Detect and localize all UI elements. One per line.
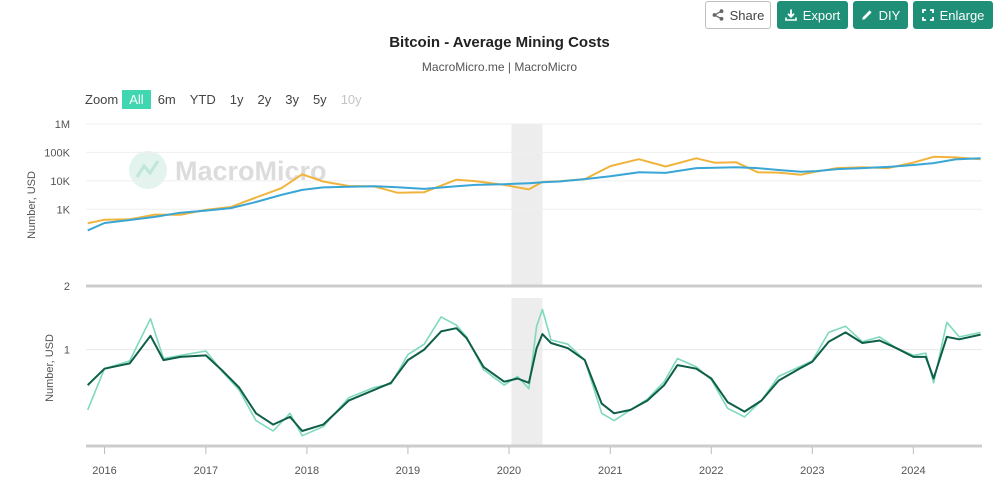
x-tick-label: 2020 <box>497 465 521 477</box>
enlarge-button[interactable]: Enlarge <box>913 1 993 29</box>
zoom-selector: Zoom All 6m YTD 1y 2y 3y 5y 10y <box>85 89 369 110</box>
zoom-option-2y[interactable]: 2y <box>257 92 272 107</box>
diy-label: DIY <box>878 7 901 23</box>
series-line-cost <box>87 157 981 232</box>
y-tick-label-top: 2 <box>64 281 70 293</box>
shaded-region-bottom <box>511 298 543 446</box>
watermark-text: MacroMicro <box>175 156 327 186</box>
y-tick-label-top: 100K <box>44 147 70 159</box>
y-tick-label-bottom: 1 <box>64 345 70 357</box>
download-icon <box>784 9 797 21</box>
export-button[interactable]: Export <box>777 1 848 29</box>
y-tick-label-top: 1M <box>55 119 70 131</box>
y-tick-label-top: 10K <box>50 176 70 188</box>
x-tick-label: 2018 <box>295 465 319 477</box>
watermark-logo: MacroMicro <box>129 151 327 189</box>
pencil-icon <box>861 10 872 20</box>
series-line-ratio-raw <box>86 308 981 437</box>
zoom-label: Zoom <box>85 92 119 107</box>
zoom-option-3y[interactable]: 3y <box>285 92 299 107</box>
chart-title: Bitcoin - Average Mining Costs <box>389 34 610 51</box>
expand-icon <box>921 9 934 21</box>
zoom-option-all[interactable]: All <box>122 90 151 109</box>
y-tick-label-top: 1K <box>57 204 71 216</box>
x-tick-label: 2016 <box>92 465 116 477</box>
series-line-ratio-smoothed <box>87 327 981 432</box>
zoom-option-1y[interactable]: 1y <box>229 92 244 107</box>
share-icon <box>712 9 724 21</box>
x-tick-label: 2021 <box>598 465 622 477</box>
share-button[interactable]: Share <box>705 1 771 29</box>
watermark-icon-mark <box>135 160 160 178</box>
x-tick-label: 2017 <box>194 465 218 477</box>
zoom-option-ytd[interactable]: YTD <box>189 92 216 107</box>
export-label: Export <box>802 7 841 23</box>
diy-button[interactable]: DIY <box>853 1 908 29</box>
shaded-region-top <box>511 124 543 286</box>
y-axis-label-top: Number, USD <box>26 171 38 239</box>
chart-subtitle: MacroMicro.me | MacroMicro <box>421 60 578 74</box>
x-tick-label: 2023 <box>800 465 824 477</box>
x-tick-label: 2024 <box>901 465 925 477</box>
x-tick-label: 2019 <box>396 465 420 477</box>
zoom-option-10y: 10y <box>340 92 362 107</box>
zoom-option-6m[interactable]: 6m <box>157 92 176 107</box>
share-label: Share <box>729 7 765 23</box>
enlarge-label: Enlarge <box>939 7 985 23</box>
zoom-option-5y[interactable]: 5y <box>312 92 327 107</box>
x-tick-label: 2022 <box>699 465 723 477</box>
y-axis-label-bottom: Number, USD <box>44 334 56 402</box>
